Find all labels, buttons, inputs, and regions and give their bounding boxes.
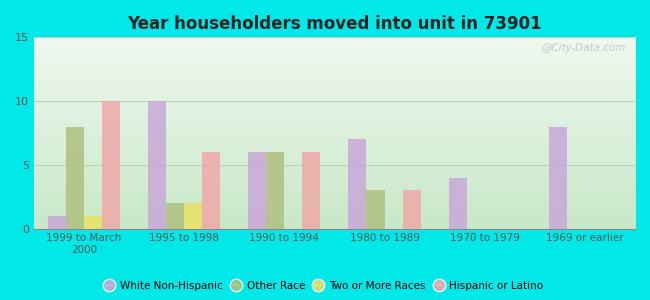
Bar bbox=[549, 127, 567, 229]
Bar bbox=[302, 152, 320, 229]
Text: @City-Data.com: @City-Data.com bbox=[541, 43, 626, 53]
Title: Year householders moved into unit in 73901: Year householders moved into unit in 739… bbox=[127, 15, 541, 33]
Bar bbox=[84, 216, 102, 229]
Bar bbox=[266, 152, 284, 229]
Bar bbox=[348, 139, 367, 229]
Bar bbox=[202, 152, 220, 229]
Bar bbox=[148, 101, 166, 229]
Bar bbox=[448, 178, 467, 229]
Bar bbox=[66, 127, 84, 229]
Bar bbox=[48, 216, 66, 229]
Bar bbox=[184, 203, 202, 229]
Bar bbox=[166, 203, 184, 229]
Bar bbox=[402, 190, 421, 229]
Bar bbox=[248, 152, 266, 229]
Bar bbox=[367, 190, 385, 229]
Bar bbox=[102, 101, 120, 229]
Legend: White Non-Hispanic, Other Race, Two or More Races, Hispanic or Latino: White Non-Hispanic, Other Race, Two or M… bbox=[102, 276, 548, 295]
